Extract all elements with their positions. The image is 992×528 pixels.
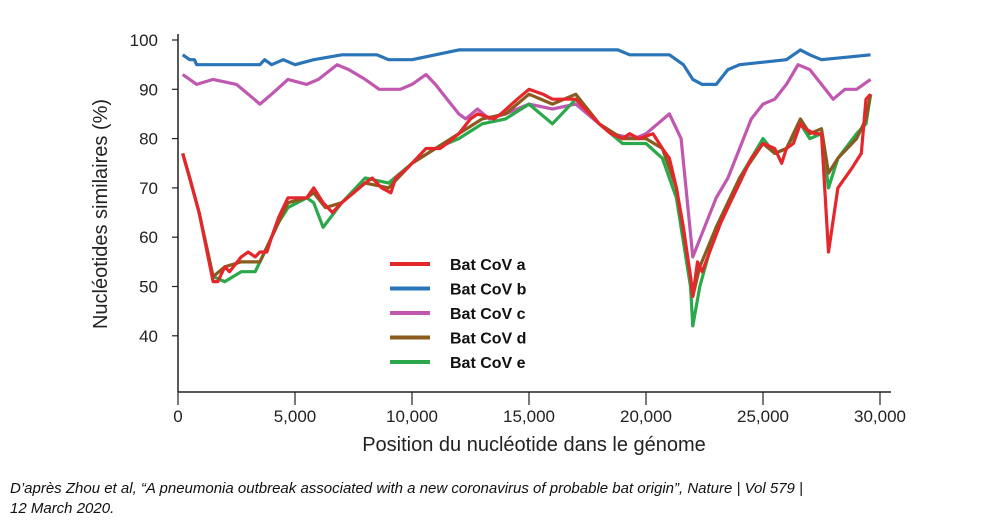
- y-axis-label: Nucléotides similaires (%): [90, 99, 112, 329]
- legend-label: Bat CoV d: [450, 331, 526, 348]
- legend-label: Bat CoV a: [450, 257, 526, 274]
- series-line-bat-cov-b: [181, 48, 871, 87]
- caption-line-1: D’après Zhou et al, “A pneumonia outbrea…: [10, 480, 803, 497]
- x-tick-label: 0: [173, 407, 182, 426]
- series-line-bat-cov-a: [181, 87, 872, 298]
- legend-label: Bat CoV e: [450, 355, 526, 372]
- y-tick-label: 70: [139, 179, 158, 198]
- series-lines: [181, 48, 873, 328]
- axes: [177, 34, 891, 393]
- x-tick-label: 5,000: [274, 407, 317, 426]
- legend: Bat CoV a Bat CoV b Bat CoV c Bat CoV d Bat …: [390, 257, 527, 372]
- series-line-bat-cov-d: [181, 92, 873, 298]
- x-tick-label: 20,000: [620, 407, 672, 426]
- y-ticks: 40 50 60 70 80 90 100: [130, 31, 178, 346]
- legend-label: Bat CoV c: [450, 306, 526, 323]
- x-ticks: 0 5,000 10,000 15,000 20,000 25,000 30,000: [173, 392, 906, 426]
- caption-line-2: 12 March 2020.: [10, 500, 115, 517]
- legend-label: Bat CoV b: [450, 282, 527, 299]
- series-line-bat-cov-c: [181, 63, 872, 259]
- y-tick-label: 90: [139, 80, 158, 99]
- y-tick-label: 40: [139, 327, 158, 346]
- x-tick-label: 30,000: [854, 407, 906, 426]
- x-tick-label: 15,000: [503, 407, 555, 426]
- x-axis-label: Position du nucléotide dans le génome: [362, 434, 706, 456]
- y-tick-label: 50: [139, 278, 158, 297]
- y-tick-label: 80: [139, 130, 158, 149]
- x-tick-label: 10,000: [386, 407, 438, 426]
- x-tick-label: 25,000: [737, 407, 789, 426]
- source-caption: D’après Zhou et al, “A pneumonia outbrea…: [10, 479, 985, 519]
- y-tick-label: 60: [139, 228, 158, 247]
- y-tick-label: 100: [130, 31, 158, 50]
